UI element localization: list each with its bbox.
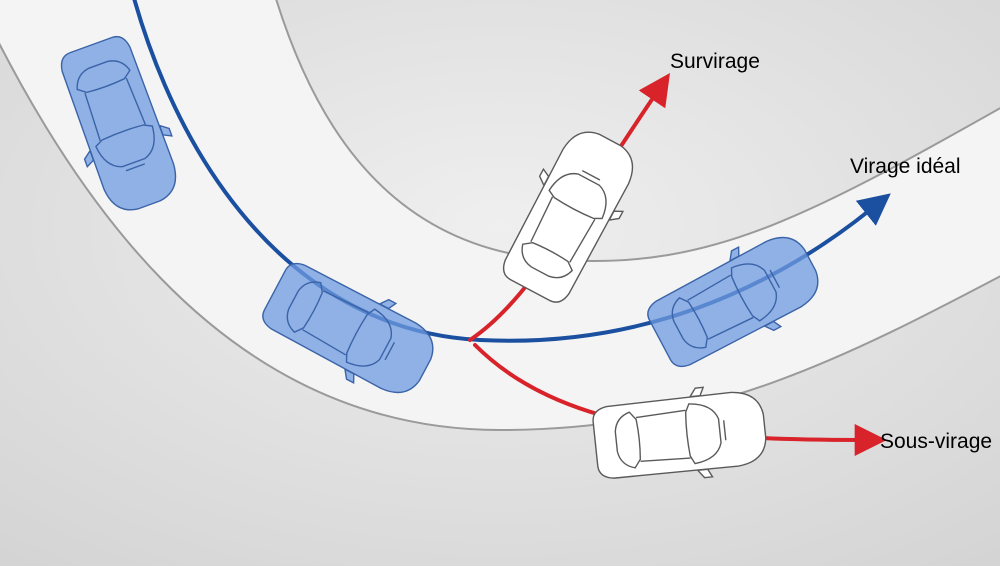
label-oversteer: Survirage (670, 50, 760, 74)
label-understeer: Sous-virage (880, 430, 992, 454)
diagram-svg (0, 0, 1000, 566)
diagram-canvas: Survirage Virage idéal Sous-virage (0, 0, 1000, 566)
label-ideal: Virage idéal (850, 155, 961, 179)
